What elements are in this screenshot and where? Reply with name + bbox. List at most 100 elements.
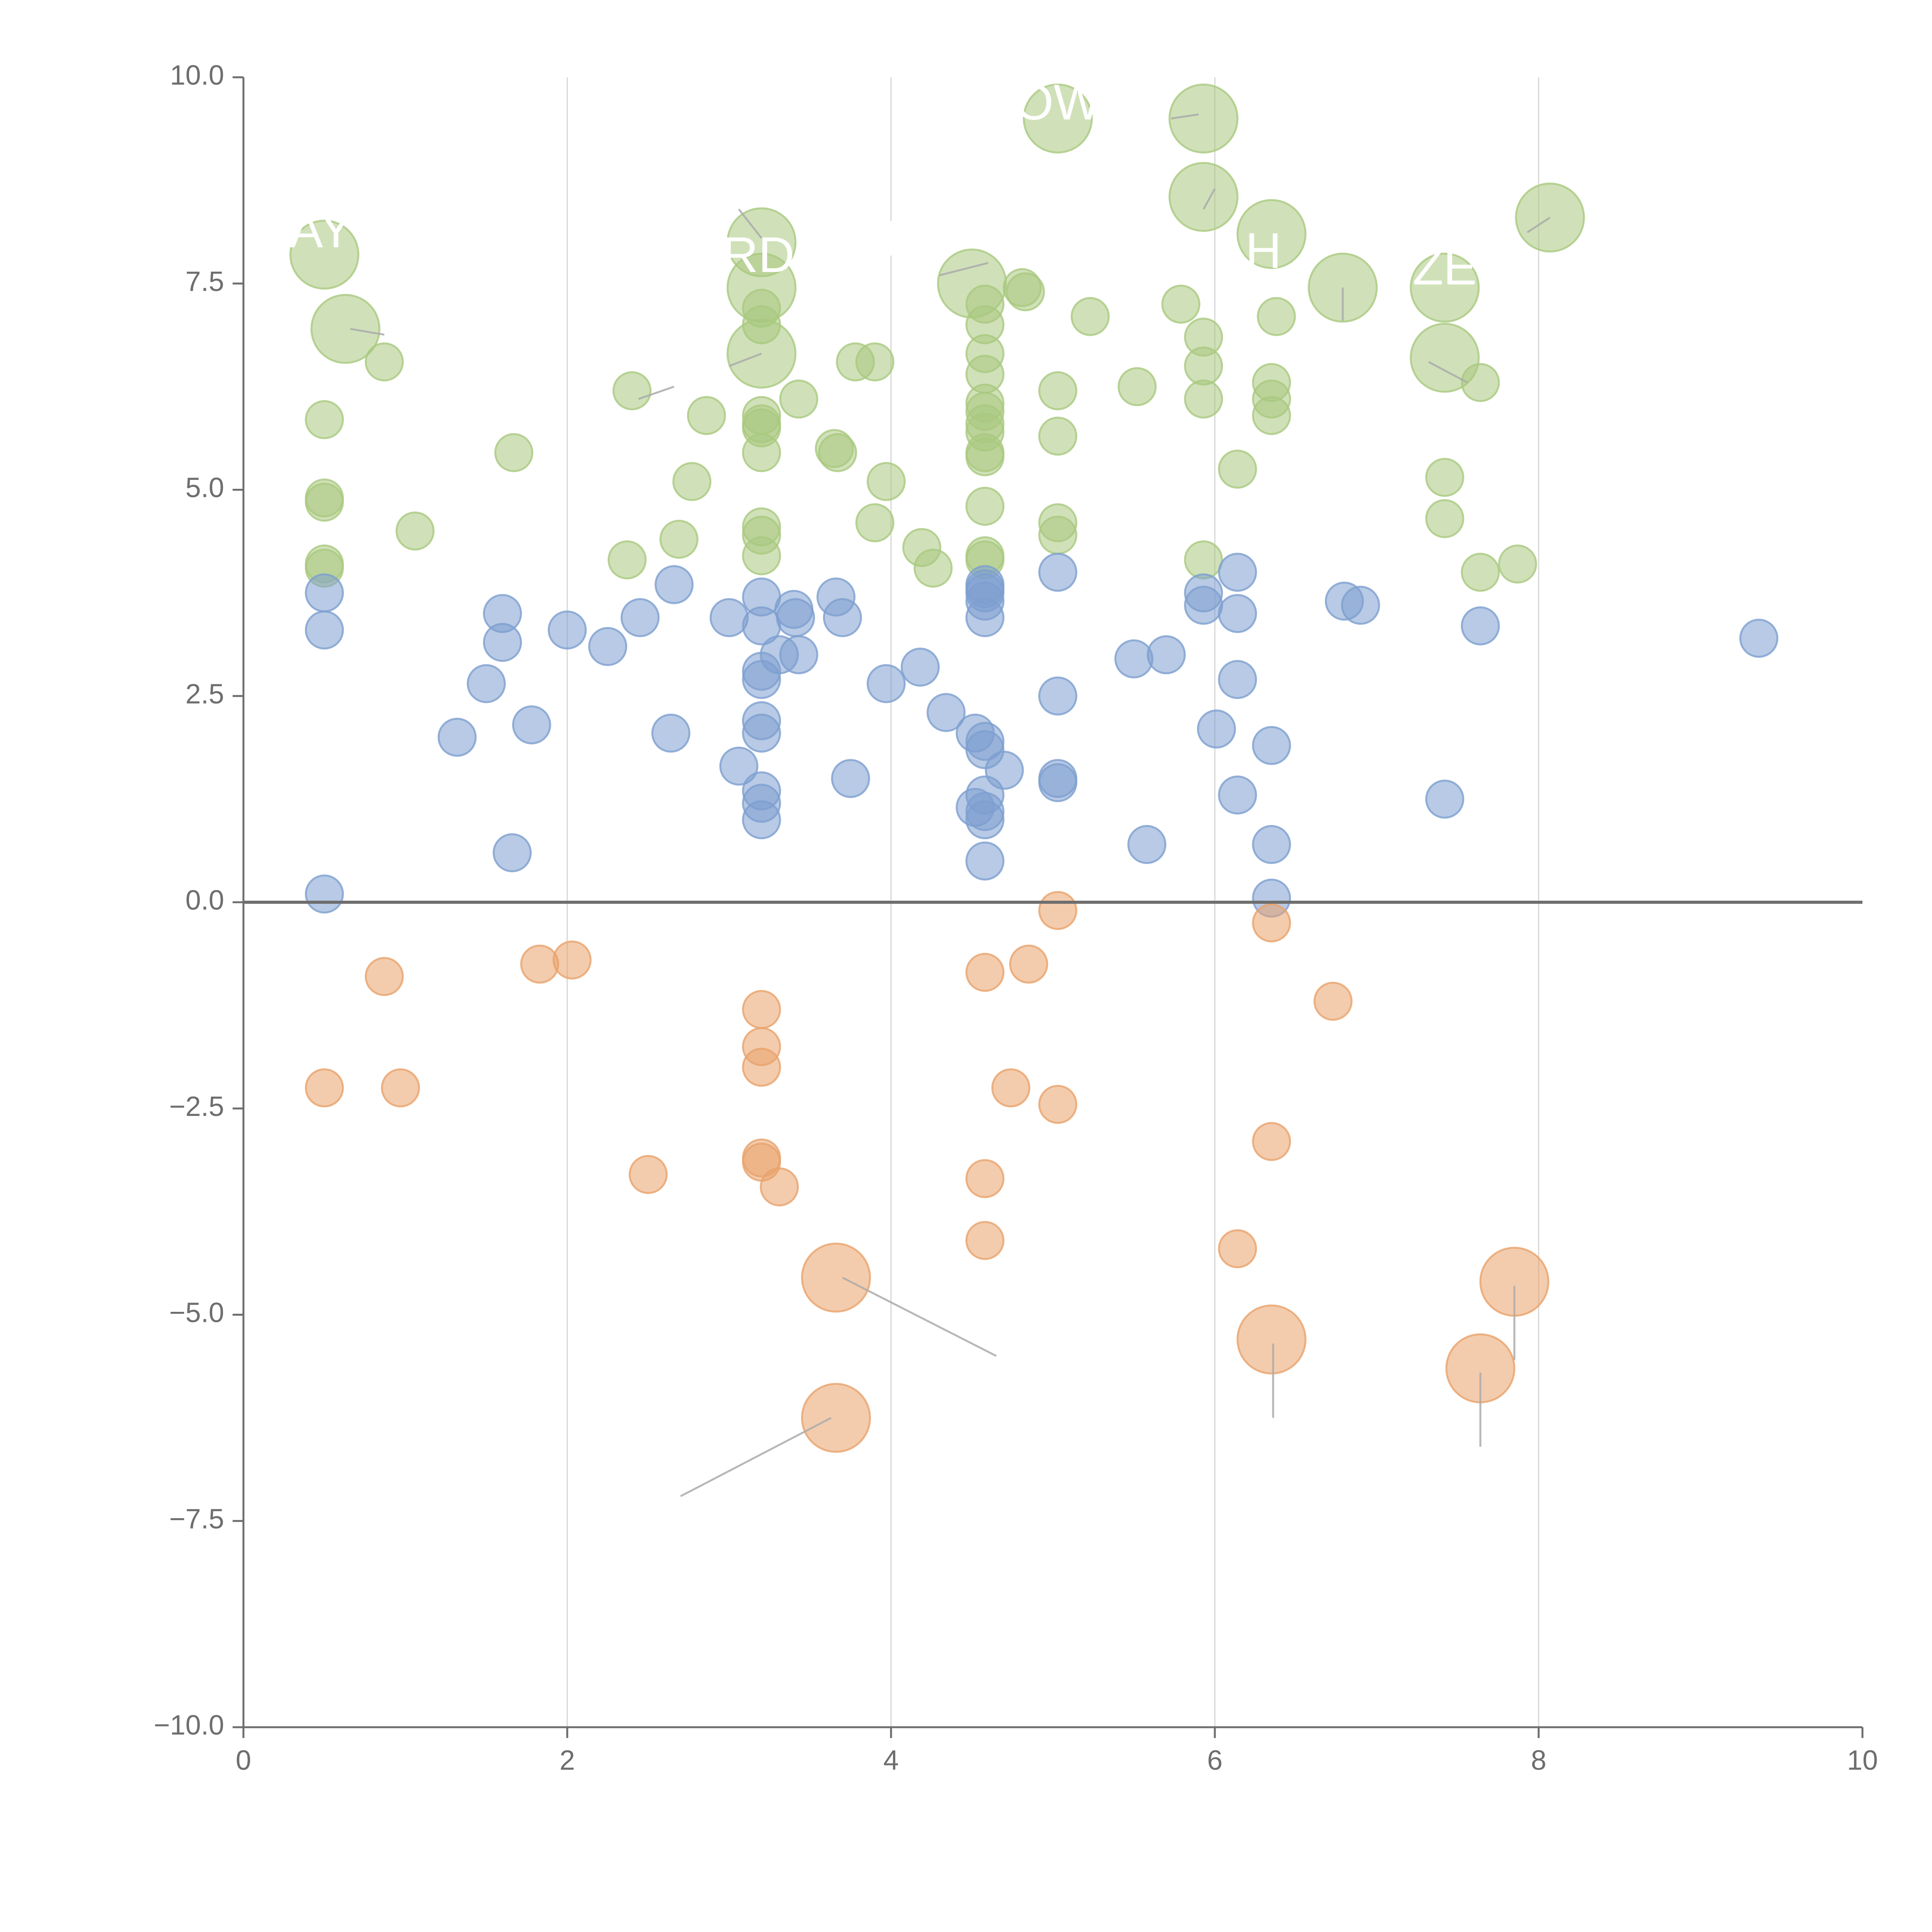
data-point-upper	[1425, 499, 1464, 538]
data-point-negative	[1313, 981, 1353, 1021]
data-point-lower	[437, 718, 477, 757]
annotation-label: E	[884, 210, 918, 266]
data-point-negative	[760, 1167, 799, 1207]
leader-line	[680, 1417, 832, 1497]
data-point-lower	[1341, 585, 1380, 625]
leader-line	[350, 328, 384, 336]
data-point-upper	[1168, 162, 1239, 232]
data-point-lower	[965, 800, 1005, 839]
data-point-upper	[1184, 540, 1223, 580]
x-tick-label: 10	[1847, 1745, 1878, 1776]
data-point-upper	[965, 437, 1005, 476]
data-point-negative	[305, 1068, 344, 1107]
y-tick-label: −10.0	[154, 1710, 224, 1741]
data-point-upper	[1498, 544, 1537, 584]
annotation-label: ZE	[1413, 239, 1477, 295]
data-point-upper	[607, 540, 647, 580]
leader-line	[729, 352, 762, 367]
data-point-lower	[305, 610, 344, 650]
data-point-lower	[719, 747, 759, 786]
leader-line	[1527, 216, 1551, 233]
data-point-upper	[855, 342, 895, 382]
data-point-upper	[659, 520, 699, 559]
annotation-label: AY	[289, 202, 353, 258]
x-tick-label: 6	[1207, 1745, 1223, 1776]
data-point-upper	[742, 536, 781, 575]
leader-line	[842, 1277, 997, 1357]
data-point-negative	[991, 1068, 1031, 1107]
data-point-lower	[493, 833, 532, 872]
data-point-upper	[687, 396, 726, 435]
data-point-upper	[913, 548, 953, 588]
data-point-upper	[1257, 297, 1296, 336]
data-point-lower	[1461, 606, 1500, 646]
data-point-lower	[1114, 639, 1153, 679]
axes: 10.0 7.5 5.0 2.5 0.0 −2.5 −5.0 −7.5 −10.0 0 2 4 6 8 10	[154, 60, 1878, 1776]
data-point-upper	[1117, 367, 1157, 406]
data-point-upper	[1236, 199, 1307, 269]
data-point-lower	[831, 759, 870, 798]
data-point-upper	[779, 379, 818, 419]
leader-line	[638, 386, 675, 400]
data-point-negative	[553, 940, 592, 980]
data-point-negative	[1038, 1085, 1078, 1124]
data-point-lower	[1184, 585, 1223, 625]
data-point-upper	[1218, 449, 1257, 489]
data-point-lower	[776, 598, 815, 637]
data-point-lower	[467, 664, 506, 703]
data-point-upper	[1461, 553, 1500, 592]
data-point-upper	[1184, 379, 1223, 419]
data-point-upper	[965, 486, 1005, 526]
data-point-lower	[926, 693, 966, 732]
data-point-upper	[1168, 83, 1239, 154]
data-point-upper	[1038, 417, 1078, 456]
data-point-lower	[588, 627, 628, 666]
data-point-lower	[709, 598, 749, 637]
data-point-lower	[1218, 775, 1257, 815]
data-point-lower	[742, 800, 781, 839]
data-point-lower	[621, 598, 660, 637]
leader-line	[1171, 113, 1199, 120]
data-point-upper	[612, 371, 652, 410]
data-point-upper	[1006, 272, 1045, 311]
data-point-lower	[779, 635, 818, 674]
data-point-upper	[1038, 515, 1078, 555]
data-point-negative	[520, 944, 560, 984]
data-point-negative	[965, 1221, 1005, 1260]
data-point-lower	[1197, 709, 1236, 749]
data-point-upper	[742, 433, 781, 472]
data-point-lower	[512, 705, 551, 745]
data-point-lower	[1252, 825, 1291, 864]
data-point-negative	[1009, 944, 1048, 984]
data-point-lower	[900, 648, 940, 687]
leader-line	[1202, 188, 1216, 210]
annotation-label: OW	[1015, 74, 1101, 130]
data-point-negative	[965, 952, 1005, 992]
y-tick-label: 0.0	[185, 885, 224, 916]
data-point-lower	[866, 664, 906, 703]
annotation-label: RD	[722, 226, 795, 283]
data-point-negative	[965, 1159, 1005, 1198]
data-point-upper	[1070, 297, 1110, 336]
data-point-upper	[855, 503, 895, 543]
data-point-lower	[965, 841, 1005, 881]
data-point-upper	[494, 433, 534, 472]
data-point-upper	[1184, 346, 1223, 386]
data-point-upper	[1252, 396, 1291, 435]
data-point-lower	[1038, 553, 1078, 592]
y-tick-label: 2.5	[185, 679, 224, 709]
data-point-upper	[818, 433, 857, 472]
data-point-lower	[1218, 594, 1257, 633]
data-point-upper	[310, 294, 381, 364]
x-tick-label: 8	[1531, 1745, 1546, 1776]
x-tick-label: 4	[883, 1745, 899, 1776]
y-tick-label: −7.5	[169, 1503, 224, 1534]
data-point-upper	[289, 219, 359, 290]
data-point-lower	[1146, 635, 1186, 674]
data-point-lower	[1038, 676, 1078, 716]
y-tick-label: 5.0	[185, 473, 224, 503]
leader-line	[939, 262, 989, 276]
data-point-negative	[801, 1383, 871, 1453]
data-point-lower	[305, 573, 344, 612]
